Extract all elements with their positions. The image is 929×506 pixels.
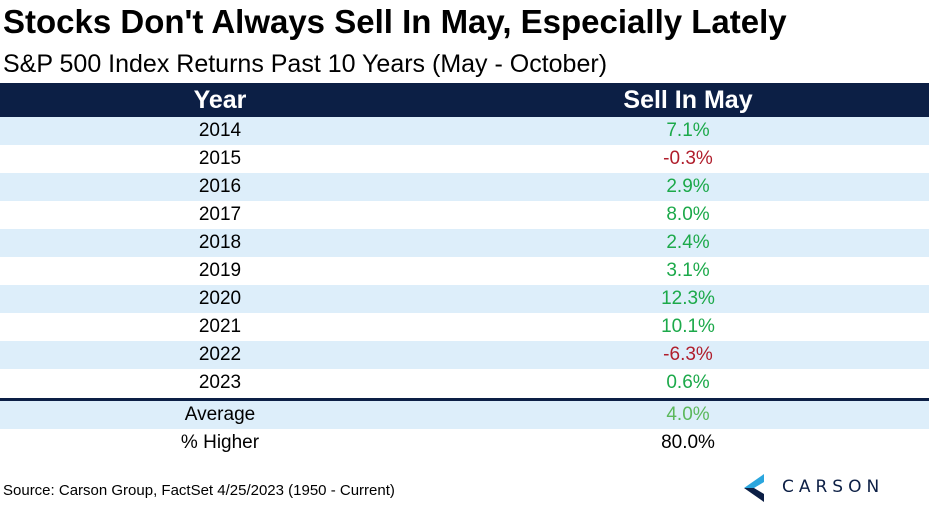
table-row: 2022 -6.3% — [0, 341, 929, 369]
summary-label: Average — [184, 404, 256, 425]
year-cell: 2016 — [198, 176, 242, 197]
summary-label: % Higher — [180, 432, 260, 453]
return-cell: 3.1% — [666, 260, 710, 281]
year-cell: 2014 — [198, 120, 242, 141]
return-cell: -0.3% — [663, 148, 713, 169]
carson-logo: CARSON — [742, 472, 902, 504]
summary-separator-thin — [0, 400, 929, 401]
return-cell: 2.4% — [666, 232, 710, 253]
chart-subtitle: S&P 500 Index Returns Past 10 Years (May… — [3, 50, 608, 78]
returns-table: Year Sell In May Return 2014 7.1% 2015 -0.3… — [0, 83, 929, 457]
year-cell: 2022 — [198, 344, 242, 365]
table-row: 2020 12.3% — [0, 285, 929, 313]
year-cell: 2021 — [198, 316, 242, 337]
table-row: 2018 2.4% — [0, 229, 929, 257]
return-cell: 10.1% — [661, 316, 715, 337]
header-year: Year — [193, 86, 247, 114]
return-cell: 12.3% — [661, 288, 715, 309]
year-cell: 2020 — [198, 288, 242, 309]
table-row: 2016 2.9% — [0, 173, 929, 201]
summary-value: 4.0% — [666, 404, 710, 425]
return-cell: 8.0% — [666, 204, 710, 225]
year-cell: 2023 — [198, 372, 242, 393]
table-row: 2019 3.1% — [0, 257, 929, 285]
year-cell: 2019 — [198, 260, 242, 281]
table-row: 2014 7.1% — [0, 117, 929, 145]
table-body: 2014 7.1% 2015 -0.3% 2016 2.9% 2017 8.0% 2018 2.4… — [0, 117, 929, 397]
return-cell: -6.3% — [663, 344, 713, 365]
logo-text: CARSON — [782, 477, 885, 497]
return-cell: 2.9% — [666, 176, 710, 197]
year-cell: 2017 — [198, 204, 242, 225]
summary-row-higher: % Higher 80.0% — [0, 429, 929, 457]
table-row: 2015 -0.3% — [0, 145, 929, 173]
table-row: 2023 0.6% — [0, 369, 929, 397]
return-cell: 0.6% — [666, 372, 710, 393]
source-note: Source: Carson Group, FactSet 4/25/2023 … — [3, 482, 395, 499]
table-row: 2017 8.0% — [0, 201, 929, 229]
table-header: Year Sell In May Return — [0, 83, 929, 143]
return-cell: 7.1% — [666, 120, 710, 141]
summary-separator — [0, 398, 929, 400]
summary-value: 80.0% — [661, 432, 715, 453]
year-cell: 2015 — [198, 148, 242, 169]
carson-chevron-icon — [744, 474, 764, 502]
summary-row-average: Average 4.0% — [0, 401, 929, 429]
year-cell: 2018 — [198, 232, 242, 253]
table-row: 2021 10.1% — [0, 313, 929, 341]
chart-title: Stocks Don't Always Sell In May, Especia… — [3, 3, 787, 40]
